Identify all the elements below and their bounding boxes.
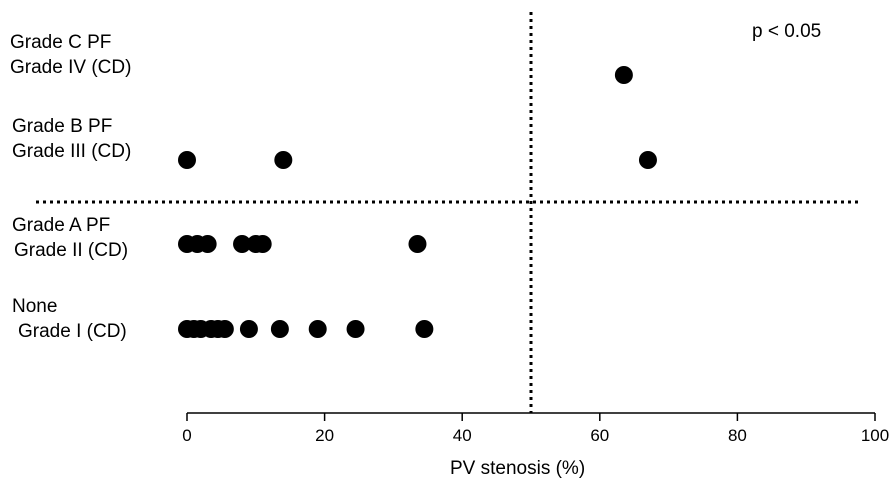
x-tick-label: 0: [182, 426, 191, 445]
data-point: [239, 320, 258, 338]
data-point: [233, 235, 252, 253]
data-point: [253, 235, 272, 253]
data-point: [408, 235, 427, 253]
p-value-annotation: p < 0.05: [752, 21, 822, 42]
category-label-line2: Grade II (CD): [14, 239, 129, 261]
data-point: [274, 151, 293, 169]
x-tick-label: 60: [590, 426, 609, 445]
data-point: [178, 151, 196, 169]
category-label-none: None Grade I (CD): [12, 295, 127, 344]
data-point: [614, 66, 633, 84]
x-tick-label: 80: [728, 426, 747, 445]
x-axis-title: PV stenosis (%): [450, 458, 586, 479]
category-label-line1: Grade A PF: [12, 215, 111, 236]
category-label-line1: Grade B PF: [12, 116, 113, 137]
category-label-grade-b: Grade B PF Grade III (CD): [12, 115, 131, 164]
x-tick-label: 20: [315, 426, 334, 445]
category-label-line1: Grade C PF: [10, 32, 112, 53]
data-point: [415, 320, 434, 338]
x-tick-label: 40: [453, 426, 472, 445]
category-label-grade-c: Grade C PF Grade IV (CD): [10, 31, 131, 80]
data-point: [638, 151, 657, 169]
category-label-line2: Grade III (CD): [12, 140, 132, 162]
x-tick-label: 100: [861, 426, 889, 445]
category-label-line1: None: [12, 296, 58, 317]
data-point: [270, 320, 289, 338]
category-label-grade-a: Grade A PF Grade II (CD): [12, 214, 128, 263]
data-point: [215, 320, 234, 338]
data-point: [198, 235, 217, 253]
data-point: [346, 320, 365, 338]
data-point: [308, 320, 327, 338]
category-label-line2: Grade IV (CD): [10, 56, 132, 78]
category-label-line2: Grade I (CD): [18, 320, 127, 342]
